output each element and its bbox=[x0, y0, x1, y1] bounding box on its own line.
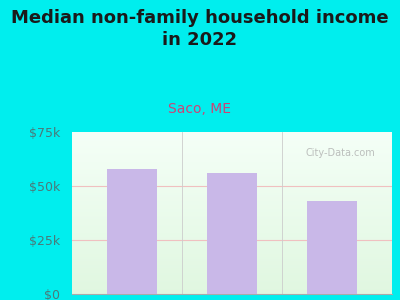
Bar bbox=[107, 169, 157, 294]
Bar bbox=[207, 173, 257, 294]
Text: Saco, ME: Saco, ME bbox=[168, 102, 232, 116]
Text: Median non-family household income
in 2022: Median non-family household income in 20… bbox=[11, 9, 389, 49]
Bar bbox=[307, 201, 357, 294]
Text: City-Data.com: City-Data.com bbox=[306, 148, 375, 158]
